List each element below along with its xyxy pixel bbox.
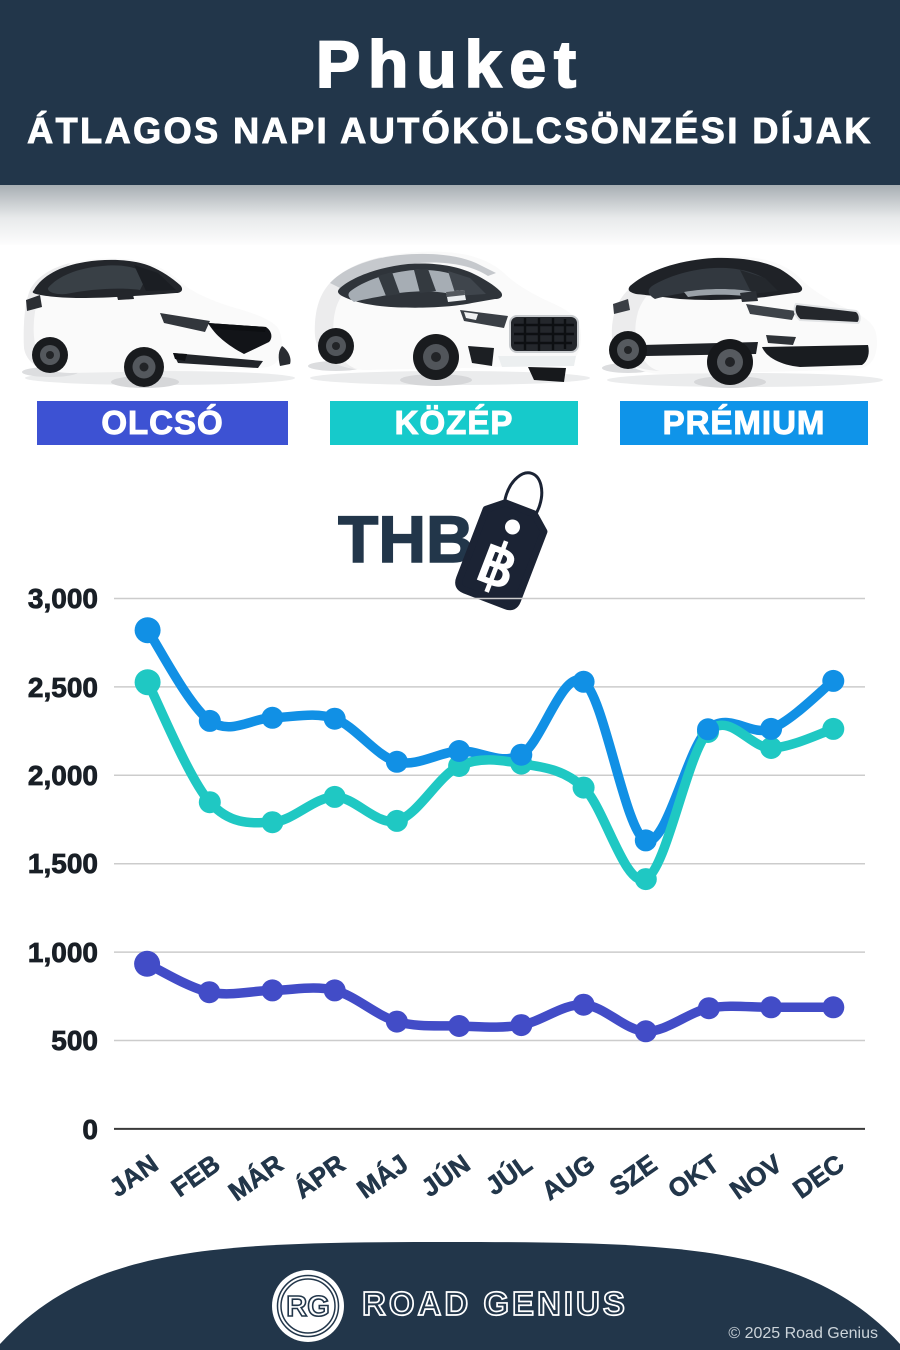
svg-text:RG: RG [286, 1291, 330, 1323]
svg-text:ROAD GENIUS: ROAD GENIUS [362, 1285, 628, 1322]
svg-text:1,000: 1,000 [28, 937, 98, 968]
svg-text:JÚL: JÚL [480, 1148, 538, 1201]
svg-text:NOV: NOV [724, 1148, 788, 1205]
svg-text:ÁPR: ÁPR [288, 1148, 350, 1204]
svg-text:MÁJ: MÁJ [351, 1148, 413, 1204]
svg-text:DEC: DEC [787, 1148, 849, 1204]
svg-text:2,500: 2,500 [28, 672, 98, 703]
svg-text:AUG: AUG [536, 1148, 601, 1206]
svg-text:1,500: 1,500 [28, 848, 98, 879]
svg-text:SZE: SZE [604, 1148, 663, 1202]
svg-text:0: 0 [82, 1114, 98, 1145]
svg-text:MÁR: MÁR [223, 1148, 289, 1207]
svg-text:JAN: JAN [104, 1148, 164, 1202]
svg-text:3,000: 3,000 [28, 583, 98, 614]
svg-text:OKT: OKT [662, 1148, 724, 1204]
svg-text:2,000: 2,000 [28, 760, 98, 791]
svg-text:FEB: FEB [166, 1148, 226, 1202]
svg-text:JÚN: JÚN [416, 1148, 476, 1202]
svg-text:500: 500 [51, 1025, 98, 1056]
